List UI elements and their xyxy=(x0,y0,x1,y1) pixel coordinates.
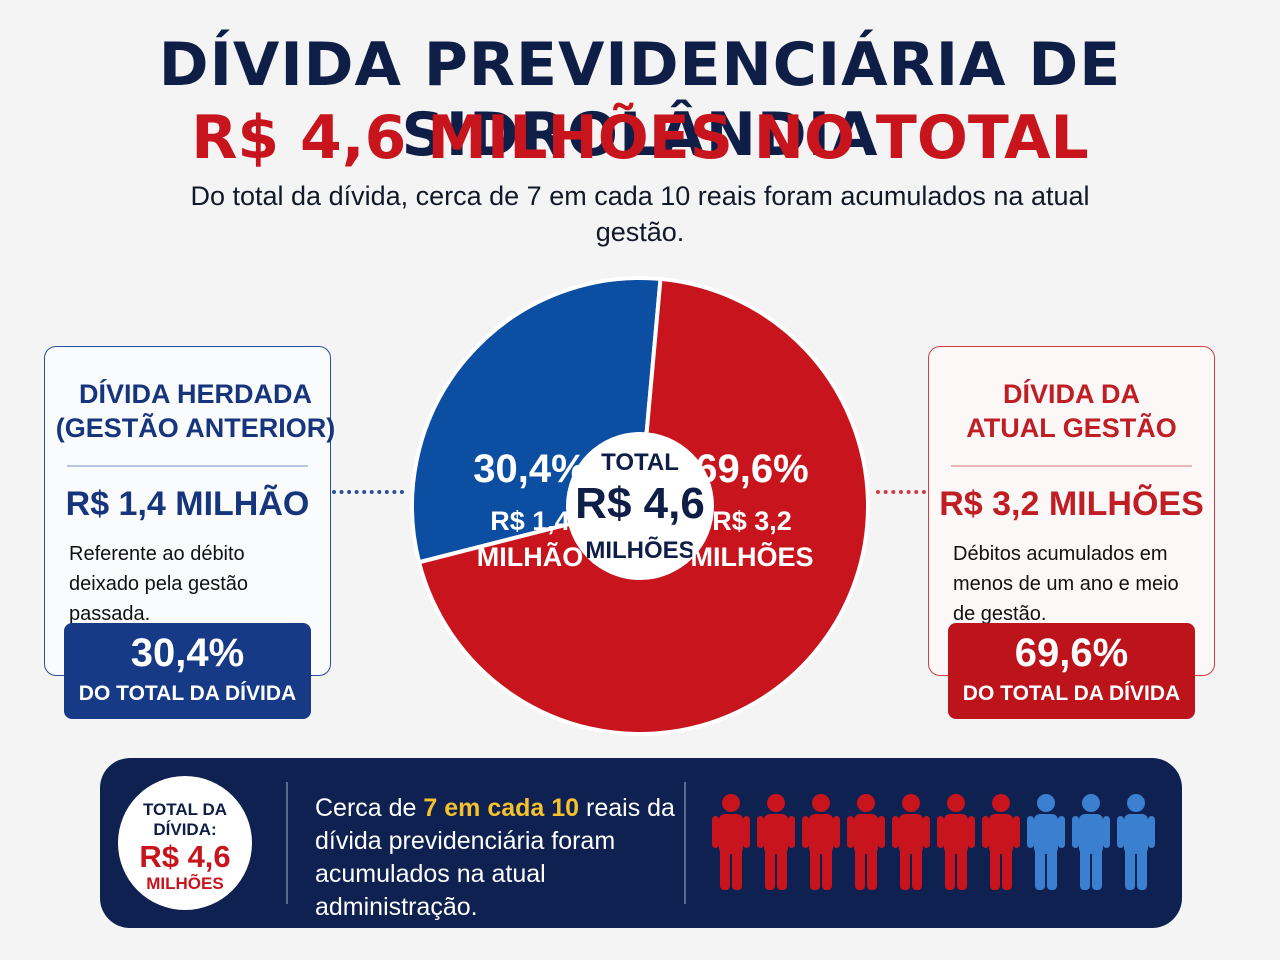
pie-label-inherited-percent: 30,4% xyxy=(473,447,586,491)
badge-amount: R$ 4,6 xyxy=(139,839,231,874)
person-icon xyxy=(1117,794,1155,890)
pie-center-hole xyxy=(566,432,714,580)
current-debt-title-line2: ATUAL GESTÃO xyxy=(966,413,1177,443)
person-icon xyxy=(757,794,795,890)
banner-text-highlight: 7 em cada 10 xyxy=(423,794,580,822)
banner-text-after: reais da dívida previdenciária foram acu… xyxy=(315,794,675,921)
left-connector-dots xyxy=(332,490,404,494)
inherited-debt-percent: 30,4% xyxy=(130,631,245,675)
badge-label-line1: TOTAL DA xyxy=(142,800,228,819)
current-debt-title: DÍVIDA DA ATUAL GESTÃO xyxy=(929,377,1214,445)
debt-pie-chart: TOTAL R$ 4,6 MILHÕES 30,4% R$ 1,4 MILHÃO 69… xyxy=(410,276,870,736)
current-debt-percent: 69,6% xyxy=(1014,631,1129,675)
current-debt-percent-label: DO TOTAL DA DÍVIDA xyxy=(962,682,1181,705)
right-connector-dots xyxy=(876,490,926,494)
pie-label-inherited-amount: R$ 1,4 xyxy=(490,506,570,536)
current-debt-card: DÍVIDA DA ATUAL GESTÃO R$ 3,2 MILHÕES Dé… xyxy=(928,346,1215,719)
person-icon xyxy=(1072,794,1110,890)
banner-text-before: Cerca de xyxy=(315,794,424,822)
person-icon xyxy=(847,794,885,890)
person-icon xyxy=(937,794,975,890)
total-debt-badge: TOTAL DA DÍVIDA: R$ 4,6 MILHÕES xyxy=(118,776,252,910)
pie-center-unit: MILHÕES xyxy=(585,536,694,564)
people-pictogram xyxy=(712,794,1155,890)
inherited-debt-percent-label: DO TOTAL DA DÍVIDA xyxy=(78,682,297,705)
inherited-debt-percent-box: 30,4% DO TOTAL DA DÍVIDA xyxy=(64,623,311,719)
pie-label-current-amount: R$ 3,2 xyxy=(712,506,792,536)
page-subtitle: R$ 4,6 MILHÕES NO TOTAL xyxy=(191,103,1089,173)
inherited-debt-title-line2: (GESTÃO ANTERIOR) xyxy=(55,413,336,443)
inherited-debt-title: DÍVIDA HERDADA (GESTÃO ANTERIOR) xyxy=(53,377,338,445)
badge-unit: MILHÕES xyxy=(146,874,224,893)
card-divider xyxy=(67,465,308,467)
current-debt-amount: R$ 3,2 MILHÕES xyxy=(939,485,1204,523)
lead-text: Do total da dívida, cerca de 7 em cada 1… xyxy=(190,181,1090,247)
badge-label-line2: DÍVIDA: xyxy=(153,820,217,839)
card-divider xyxy=(951,465,1192,467)
banner-text: Cerca de 7 em cada 10 reais da dívida pr… xyxy=(315,792,675,924)
pie-label-inherited-unit: MILHÃO xyxy=(477,541,583,572)
current-debt-description: Débitos acumulados em menos de um ano e … xyxy=(953,543,1179,625)
inherited-debt-card: DÍVIDA HERDADA (GESTÃO ANTERIOR) R$ 1,4 … xyxy=(44,346,335,719)
current-debt-title-line1: DÍVIDA DA xyxy=(1002,379,1140,409)
page-title: DÍVIDA PREVIDENCIÁRIA DE SIDROLÂNDIA xyxy=(158,30,1122,170)
person-icon xyxy=(712,794,750,890)
current-debt-percent-box: 69,6% DO TOTAL DA DÍVIDA xyxy=(948,623,1195,719)
inherited-debt-amount: R$ 1,4 MILHÃO xyxy=(65,485,310,523)
banner-divider xyxy=(684,782,686,904)
banner-divider xyxy=(286,782,288,904)
person-icon xyxy=(892,794,930,890)
pie-center-amount: R$ 4,6 xyxy=(575,479,705,528)
pie-label-current-unit: MILHÕES xyxy=(690,541,813,572)
person-icon xyxy=(982,794,1020,890)
pie-center-total-label: TOTAL xyxy=(601,449,679,476)
inherited-debt-description: Referente ao débito deixado pela gestão … xyxy=(69,543,249,625)
pie-label-current-percent: 69,6% xyxy=(695,447,808,491)
person-icon xyxy=(1027,794,1065,890)
person-icon xyxy=(802,794,840,890)
inherited-debt-title-line1: DÍVIDA HERDADA xyxy=(78,379,312,409)
summary-banner: TOTAL DA DÍVIDA: R$ 4,6 MILHÕES Cerca de… xyxy=(100,758,1182,928)
